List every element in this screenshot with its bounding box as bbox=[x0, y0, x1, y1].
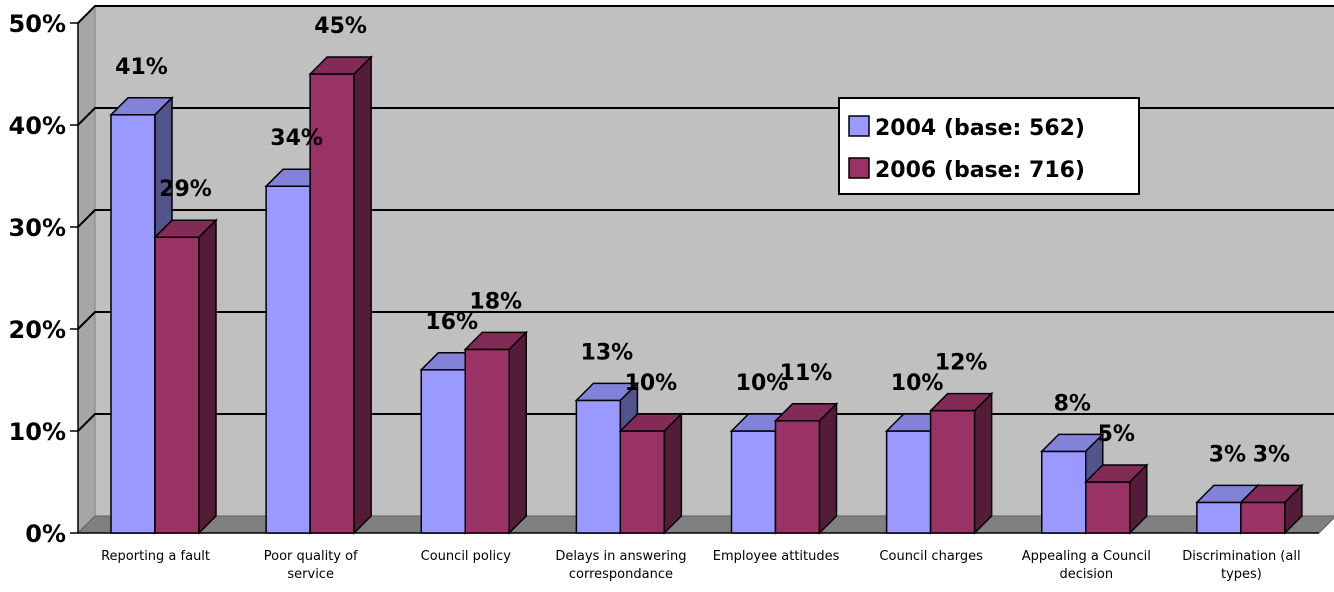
bar-side bbox=[973, 391, 993, 535]
data-label: 34% bbox=[270, 126, 323, 151]
x-tick-label: Council charges bbox=[879, 549, 983, 564]
y-tick-label: 10% bbox=[9, 418, 66, 446]
y-tick-label: 20% bbox=[9, 316, 66, 344]
bar-series1 bbox=[575, 399, 622, 534]
legend-swatch bbox=[848, 115, 870, 137]
gridline bbox=[77, 209, 1334, 228]
data-label: 3% bbox=[1209, 442, 1246, 467]
x-tick-label: decision bbox=[1060, 567, 1114, 582]
x-tick-label: Delays in answering bbox=[555, 549, 686, 564]
bar-side bbox=[508, 330, 527, 535]
x-tick-label: Appealing a Council bbox=[1022, 549, 1151, 564]
bar-side bbox=[818, 401, 838, 535]
bar-series2 bbox=[309, 73, 355, 534]
data-label: 10% bbox=[891, 371, 944, 396]
bar-series1 bbox=[420, 369, 466, 534]
bar-series2 bbox=[929, 409, 976, 534]
bar-series2 bbox=[464, 348, 510, 534]
gridline bbox=[77, 311, 1334, 330]
bar-side bbox=[1284, 483, 1303, 535]
data-label: 12% bbox=[935, 351, 988, 376]
bar-series1 bbox=[730, 430, 777, 534]
y-tick-label: 50% bbox=[9, 10, 66, 38]
x-tick-label: service bbox=[287, 567, 334, 582]
x-tick-label: correspondance bbox=[569, 567, 673, 582]
x-tick-label: Council policy bbox=[421, 549, 512, 564]
data-label: 5% bbox=[1098, 422, 1135, 447]
data-label: 45% bbox=[314, 14, 367, 39]
x-tick-label: Discrimination (all bbox=[1182, 549, 1300, 564]
data-label: 16% bbox=[425, 310, 478, 335]
data-label: 3% bbox=[1253, 442, 1290, 467]
bar-series1 bbox=[1041, 450, 1087, 534]
gridline bbox=[77, 5, 1334, 24]
x-tick-label: types) bbox=[1221, 567, 1262, 582]
x-tick-label: Reporting a fault bbox=[101, 549, 210, 564]
data-label: 29% bbox=[159, 177, 212, 202]
y-tick-label: 40% bbox=[9, 112, 66, 140]
bar-series1 bbox=[1196, 501, 1242, 534]
bar-side bbox=[1129, 463, 1148, 535]
data-label: 8% bbox=[1054, 391, 1091, 416]
bar-series1 bbox=[265, 185, 311, 534]
data-label: 10% bbox=[736, 371, 789, 396]
legend-box bbox=[838, 97, 1140, 195]
data-label: 10% bbox=[625, 371, 678, 396]
bar-series2 bbox=[1240, 501, 1286, 534]
bar-side bbox=[353, 55, 372, 535]
bar-series2 bbox=[619, 430, 666, 534]
data-label: 41% bbox=[115, 55, 168, 80]
bar-side bbox=[663, 412, 683, 535]
data-label: 11% bbox=[780, 361, 833, 386]
legend-label: 2006 (base: 716) bbox=[875, 158, 1085, 183]
side-wall bbox=[77, 4, 96, 535]
bar-series1 bbox=[110, 114, 156, 534]
bar-series2 bbox=[1085, 481, 1131, 534]
legend-swatch bbox=[848, 157, 870, 179]
data-label: 18% bbox=[469, 289, 522, 314]
y-tick-label: 30% bbox=[9, 214, 66, 242]
bar-series1 bbox=[885, 430, 932, 534]
legend-label: 2004 (base: 562) bbox=[875, 116, 1085, 141]
y-tick-label: 0% bbox=[25, 520, 66, 548]
x-tick-label: Employee attitudes bbox=[713, 549, 840, 564]
data-label: 13% bbox=[581, 340, 634, 365]
bar-series2 bbox=[774, 420, 821, 534]
bar-series2 bbox=[154, 236, 200, 534]
x-tick-label: Poor quality of bbox=[264, 549, 358, 564]
bar-side bbox=[198, 218, 217, 535]
